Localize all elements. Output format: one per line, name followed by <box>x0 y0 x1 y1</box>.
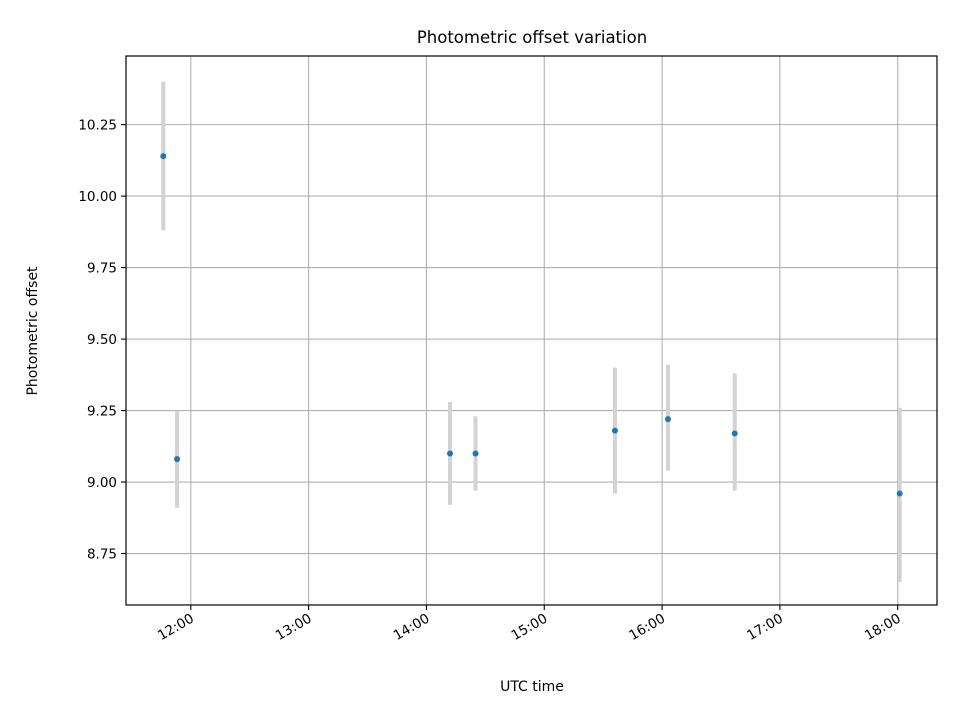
y-tick-label: 9.50 <box>87 332 117 348</box>
y-tick-label: 9.75 <box>87 261 117 277</box>
x-axis-label: UTC time <box>500 679 564 695</box>
data-point <box>731 430 738 437</box>
data-point <box>447 450 454 457</box>
y-tick-label: 9.25 <box>87 404 117 420</box>
plot-frame <box>125 55 938 606</box>
markers <box>160 153 903 497</box>
y-axis-label: Photometric offset <box>25 266 41 396</box>
y-axis-ticks: 8.75 9.00 9.25 9.50 9.75 10.00 10.25 <box>78 118 126 563</box>
y-tick-label: 9.00 <box>87 475 117 491</box>
data-point <box>896 490 903 497</box>
y-tick-label: 8.75 <box>87 547 117 563</box>
data-point <box>160 153 167 160</box>
data-point <box>472 450 479 457</box>
data-point <box>174 456 181 463</box>
data-point <box>664 416 671 423</box>
chart-title: Photometric offset variation <box>417 28 647 47</box>
grid <box>126 56 937 605</box>
y-tick-label: 10.00 <box>78 189 117 205</box>
y-tick-label: 10.25 <box>78 118 117 134</box>
data-point <box>611 427 618 434</box>
